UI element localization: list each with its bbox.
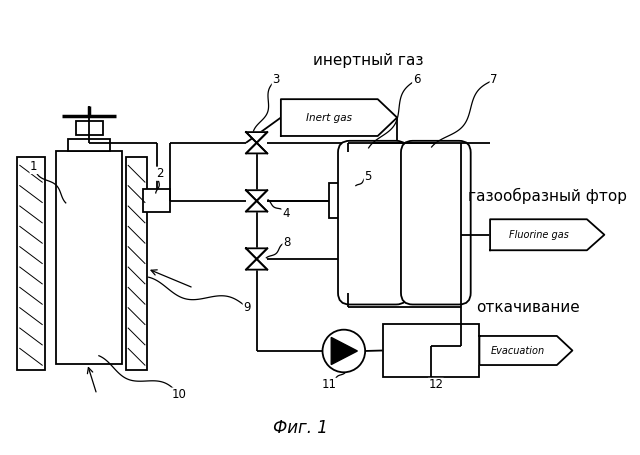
Bar [56, 151, 122, 364]
Text: 12: 12 [428, 379, 444, 391]
FancyBboxPatch shape [401, 141, 470, 304]
Polygon shape [281, 99, 397, 136]
Polygon shape [246, 248, 268, 270]
Bar [143, 189, 170, 212]
Bar [17, 157, 45, 370]
Text: 7: 7 [490, 73, 498, 86]
Polygon shape [479, 336, 572, 365]
Polygon shape [332, 338, 357, 364]
Bar [76, 121, 102, 135]
FancyBboxPatch shape [338, 141, 408, 304]
Text: 11: 11 [322, 379, 337, 391]
Polygon shape [246, 132, 268, 153]
Text: Фиг. 1: Фиг. 1 [273, 420, 328, 437]
Polygon shape [246, 190, 268, 212]
Bar [126, 157, 147, 370]
Text: Inert gas: Inert gas [307, 112, 352, 122]
Text: 5: 5 [364, 170, 372, 183]
Circle shape [323, 330, 365, 372]
Text: 10: 10 [172, 388, 187, 401]
Bar [330, 183, 383, 218]
Text: 8: 8 [283, 236, 291, 249]
Bar [383, 324, 479, 377]
Text: 6: 6 [413, 73, 420, 86]
Text: инертный газ: инертный газ [313, 53, 423, 68]
Text: 4: 4 [282, 207, 289, 220]
Bar [68, 139, 111, 151]
Text: газообразный фтор: газообразный фтор [468, 188, 627, 204]
Text: Fluorine gas: Fluorine gas [509, 230, 568, 240]
Text: Evacuation: Evacuation [491, 345, 545, 355]
Text: 9: 9 [243, 301, 251, 314]
Text: 2: 2 [156, 167, 164, 180]
Text: 3: 3 [273, 73, 280, 86]
Text: 1: 1 [30, 161, 38, 173]
Text: откачивание: откачивание [476, 300, 580, 315]
Polygon shape [490, 219, 604, 250]
